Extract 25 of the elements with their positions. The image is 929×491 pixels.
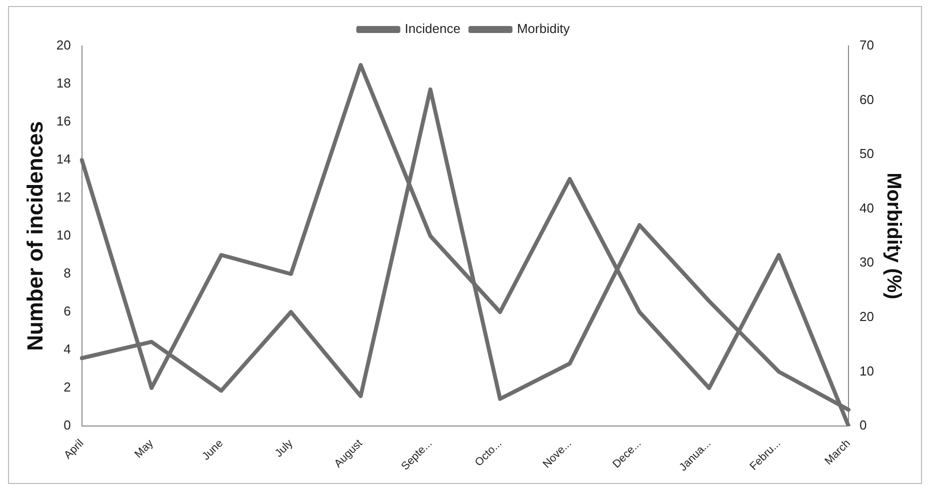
y-tick-label: 10 [56, 228, 71, 243]
x-tick-label: May [132, 437, 156, 461]
legend-label: Morbidity [516, 21, 570, 36]
y2-tick-label: 10 [860, 363, 874, 378]
y-tick-label: 8 [64, 266, 71, 281]
y-tick-label: 14 [56, 152, 71, 167]
y2-axis-title: Morbidity (%) [882, 172, 904, 300]
y2-tick-label: 0 [860, 418, 867, 433]
y-tick-label: 18 [56, 76, 71, 91]
y2-tick-label: 30 [860, 254, 874, 270]
legend-label: Incidence [404, 21, 460, 36]
y2-tick-label: 70 [860, 38, 874, 53]
x-tick-label: July [272, 437, 296, 460]
y2-tick-label: 50 [860, 146, 874, 162]
y-tick-label: 4 [64, 342, 71, 357]
y-tick-label: 6 [64, 304, 71, 319]
y-tick-label: 16 [56, 114, 71, 129]
y-tick-label: 12 [56, 190, 71, 205]
y-tick-label: 0 [64, 418, 71, 433]
y2-tick-label: 20 [860, 309, 874, 324]
y-axis-title: Number of incidences [22, 121, 48, 351]
y-tick-label: 20 [56, 38, 71, 53]
y-tick-label: 2 [64, 380, 71, 395]
y2-tick-label: 40 [860, 200, 874, 216]
y2-tick-label: 60 [860, 92, 874, 107]
